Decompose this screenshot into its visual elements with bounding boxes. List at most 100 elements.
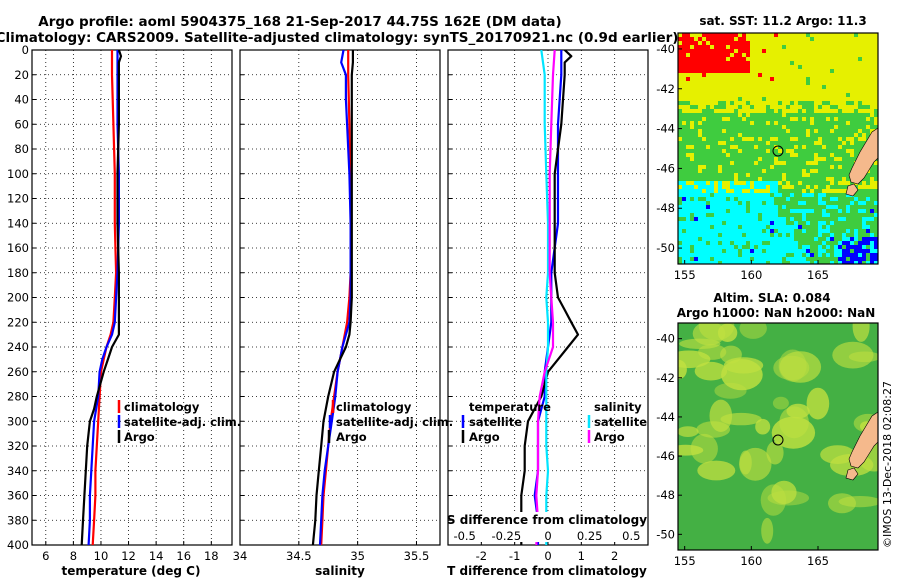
sst-cell xyxy=(746,205,750,209)
sst-cell xyxy=(802,205,806,209)
sst-cell xyxy=(830,217,834,221)
sst-cell xyxy=(770,121,774,125)
sst-cell xyxy=(778,177,782,181)
sst-cell xyxy=(722,125,726,129)
difference-legend: temperature satellite Argo salinity sate… xyxy=(461,400,647,444)
sst-cell xyxy=(826,213,830,217)
sst-cell xyxy=(690,57,694,61)
sst-cell xyxy=(734,253,738,257)
sst-cell xyxy=(686,201,690,205)
sst-cell xyxy=(706,213,710,217)
sst-cell xyxy=(822,121,826,125)
sst-cell xyxy=(806,201,810,205)
sst-cell xyxy=(806,77,810,81)
sst-cell xyxy=(742,33,746,37)
sst-cell xyxy=(710,253,714,257)
sst-cell xyxy=(782,193,786,197)
sst-cell xyxy=(770,173,774,177)
sst-cell xyxy=(758,209,762,213)
sst-cell xyxy=(706,117,710,121)
sst-cell xyxy=(706,165,710,169)
sst-cell xyxy=(826,237,830,241)
sst-cell xyxy=(730,249,734,253)
sst-cell xyxy=(726,245,730,249)
sst-cell xyxy=(846,201,850,205)
sla-blob xyxy=(679,338,721,349)
sst-cell xyxy=(710,229,714,233)
sst-cell xyxy=(734,257,738,261)
sst-cell xyxy=(790,181,794,185)
sst-cell xyxy=(754,181,758,185)
legend-t-satellite-label: satellite xyxy=(469,415,522,429)
sst-cell xyxy=(738,241,742,245)
sst-cell xyxy=(714,61,718,65)
lat-tick-label: -44 xyxy=(656,410,675,424)
sst-cell xyxy=(774,229,778,233)
sst-cell xyxy=(690,189,694,193)
sst-cell xyxy=(714,197,718,201)
sst-cell xyxy=(690,249,694,253)
sst-cell xyxy=(734,197,738,201)
sst-cell xyxy=(706,49,710,53)
sst-cell xyxy=(874,165,878,169)
sst-cell xyxy=(806,205,810,209)
sst-cell xyxy=(802,133,806,137)
sst-cell xyxy=(682,161,686,165)
sst-cell xyxy=(698,237,702,241)
sst-cell xyxy=(814,137,818,141)
lat-tick-label: -48 xyxy=(656,201,675,215)
sst-cell xyxy=(850,113,854,117)
sst-cell xyxy=(858,257,862,261)
sst-cell xyxy=(782,117,786,121)
depth-tick-label: 60 xyxy=(14,117,29,131)
sst-cell xyxy=(866,233,870,237)
sst-cell xyxy=(754,209,758,213)
sst-cell xyxy=(734,233,738,237)
temperature-grid xyxy=(32,49,232,546)
sst-cell xyxy=(842,225,846,229)
sst-cell xyxy=(706,45,710,49)
sst-cell xyxy=(874,217,878,221)
sst-cell xyxy=(822,229,826,233)
sst-cell xyxy=(834,201,838,205)
sst-cell xyxy=(770,225,774,229)
sst-cell xyxy=(730,213,734,217)
sst-cell xyxy=(814,213,818,217)
sst-cell xyxy=(706,113,710,117)
south-island-land xyxy=(848,127,878,185)
sst-cell xyxy=(770,145,774,149)
sst-cell xyxy=(818,237,822,241)
sst-cell xyxy=(870,213,874,217)
sst-cell xyxy=(770,117,774,121)
sst-cell xyxy=(834,233,838,237)
sst-cell xyxy=(810,213,814,217)
sst-cell xyxy=(738,217,742,221)
sst-cell xyxy=(822,249,826,253)
sst-cell xyxy=(698,245,702,249)
sst-cell xyxy=(706,225,710,229)
sst-cell xyxy=(818,225,822,229)
sst-cell xyxy=(738,169,742,173)
sst-map-frame xyxy=(677,32,879,265)
sst-cell xyxy=(866,173,870,177)
sst-cell xyxy=(738,237,742,241)
sst-cell xyxy=(702,233,706,237)
sla-map-title-line1: Altim. SLA: 0.084 xyxy=(713,291,830,305)
sst-cell xyxy=(694,125,698,129)
argo-location-marker xyxy=(772,145,784,157)
sst-cell xyxy=(742,37,746,41)
sst-cell xyxy=(682,257,686,261)
sst-cell xyxy=(782,201,786,205)
sla-blob xyxy=(761,517,774,544)
sst-cell xyxy=(778,201,782,205)
sst-cell xyxy=(818,193,822,197)
sst-cell xyxy=(866,217,870,221)
sst-cell xyxy=(758,249,762,253)
sla-blob xyxy=(678,444,704,456)
sst-cell xyxy=(738,157,742,161)
sst-cell xyxy=(802,101,806,105)
sst-cell xyxy=(770,113,774,117)
sst-cell xyxy=(718,173,722,177)
sst-cell xyxy=(714,129,718,133)
sla-blob xyxy=(852,323,870,342)
